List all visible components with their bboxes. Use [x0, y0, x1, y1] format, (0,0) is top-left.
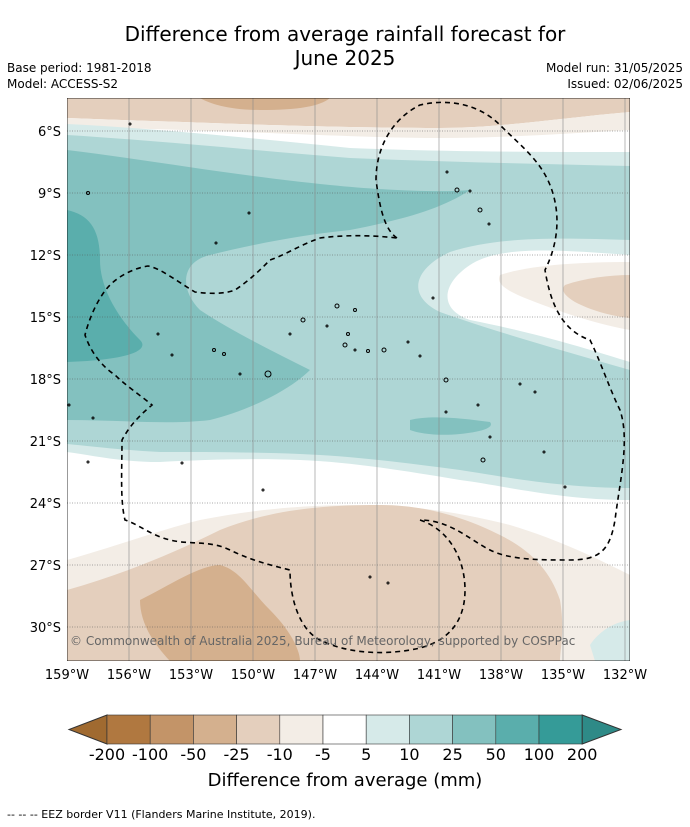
- colorbar-segment: [452, 714, 497, 745]
- issued-date: Issued: 02/06/2025: [567, 77, 683, 91]
- longitude-labels: 159°W 156°W 153°W 150°W 147°W 144°W 141°W 138°W…: [45, 668, 647, 683]
- colorbar-label: 5: [361, 745, 372, 764]
- lon-tick-label: 147°W: [293, 668, 337, 683]
- lon-tick-label: 144°W: [355, 668, 399, 683]
- colorbar-labels: -200 -100 -50 -25 -10 -5 5 10 25 50 100 200: [0, 745, 690, 767]
- colorbar-label: -200: [88, 745, 126, 764]
- map-title: Difference from average rainfall forecas…: [0, 22, 690, 70]
- colorbar-segment: [149, 714, 194, 745]
- lat-tick-label: 18°S: [30, 373, 61, 388]
- colorbar-label: -100: [132, 745, 169, 764]
- colorbar-label: 25: [442, 745, 463, 764]
- lon-tick-label: 141°W: [417, 668, 461, 683]
- colorbar-label: 10: [399, 745, 420, 764]
- colorbar-label: -25: [223, 745, 250, 764]
- rainfall-contours: [67, 98, 630, 661]
- colorbar-segment: [322, 714, 367, 745]
- colorbar-under-arrow: [67, 714, 108, 745]
- colorbar-title: Difference from average (mm): [207, 770, 483, 791]
- colorbar-segment: [236, 714, 281, 745]
- lat-tick-label: 9°S: [38, 187, 61, 202]
- lat-tick-label: 6°S: [38, 125, 61, 140]
- colorbar-label: -5: [315, 745, 331, 764]
- lon-tick-label: 138°W: [479, 668, 523, 683]
- colorbar-segment: [409, 714, 453, 745]
- meta-left: Base period: 1981-2018 Model: ACCESS-S2: [7, 60, 152, 92]
- meta-right: Model run: 31/05/2025 Issued: 02/06/2025: [546, 60, 683, 92]
- colorbar-segment: [106, 714, 151, 745]
- lon-tick-label: 150°W: [231, 668, 275, 683]
- lat-tick-label: 30°S: [30, 621, 61, 636]
- lon-tick-label: 156°W: [107, 668, 151, 683]
- colorbar-label: -50: [180, 745, 207, 764]
- base-period: Base period: 1981-2018: [7, 61, 152, 75]
- colorbar-segment: [495, 714, 540, 745]
- model-name: Model: ACCESS-S2: [7, 77, 119, 91]
- colorbar-segment: [193, 714, 237, 745]
- copyright-notice: © Commonwealth of Australia 2025, Bureau…: [70, 634, 576, 648]
- colorbar-over-arrow: [581, 714, 623, 745]
- colorbar-label: 50: [485, 745, 506, 764]
- colorbar-segment: [279, 714, 324, 745]
- model-run: Model run: 31/05/2025: [545, 61, 683, 75]
- latitude-labels: 6°S 9°S 12°S 15°S 18°S 21°S 24°S 27°S 30°S: [30, 125, 61, 636]
- lat-tick-label: 15°S: [30, 311, 61, 326]
- lat-tick-label: 24°S: [30, 497, 61, 512]
- map-meridians: [128, 98, 626, 661]
- island-outlines: [67, 122, 567, 585]
- lat-tick-label: 21°S: [30, 435, 61, 450]
- lat-tick-label: 27°S: [30, 559, 61, 574]
- colorbar-segment: [538, 714, 583, 745]
- colorbar-label: 100: [523, 745, 555, 764]
- title-line-1: Difference from average rainfall forecas…: [124, 22, 566, 46]
- eez-border: [84, 101, 626, 654]
- title-line-2: June 2025: [294, 46, 396, 70]
- colorbar-segment: [365, 714, 410, 745]
- eez-footnote: -- -- -- EEZ border V11 (Flanders Marine…: [7, 808, 316, 821]
- lat-tick-label: 12°S: [30, 249, 61, 264]
- colorbar-label: 200: [566, 745, 598, 764]
- colorbar: [67, 714, 623, 745]
- colorbar-label: -10: [266, 745, 293, 764]
- lon-tick-label: 153°W: [169, 668, 213, 683]
- lon-tick-label: 159°W: [45, 668, 89, 683]
- lon-tick-label: 135°W: [541, 668, 585, 683]
- lon-tick-label: 132°W: [603, 668, 647, 683]
